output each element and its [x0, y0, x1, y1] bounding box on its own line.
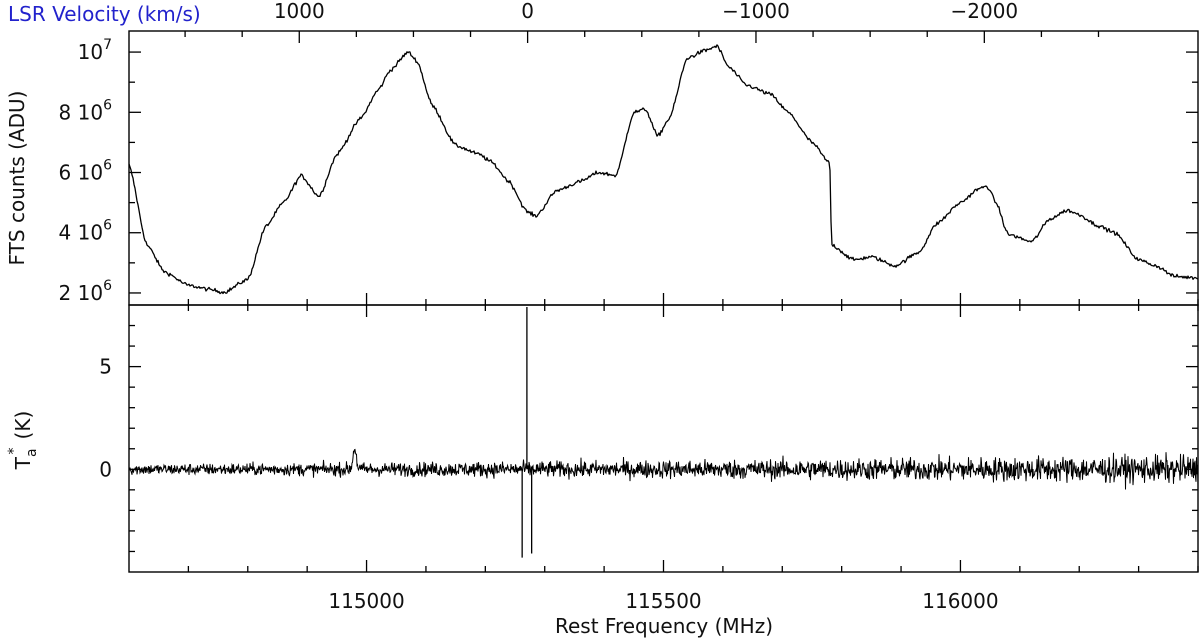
velocity-tick-label: −2000	[950, 0, 1018, 23]
bottom-x-tick-label: 115000	[328, 589, 404, 613]
top-y-tick-label: 8 106	[59, 97, 113, 124]
bottom-panel-frame	[128, 304, 1199, 573]
top-y-tick-label: 107	[78, 37, 112, 64]
top-panel: 1000 0 −1000 −2000 2 106 4 106 6 106 8 106 107	[59, 0, 1199, 306]
bottom-x-tick-label: 116000	[922, 589, 998, 613]
top-y-axis-title: FTS counts (ADU)	[5, 91, 29, 266]
bottom-panel: 115000 115500 116000 0 5	[99, 304, 1199, 613]
velocity-tick-label: −1000	[722, 0, 790, 23]
top-y-tick-label: 4 106	[59, 218, 113, 245]
top-axis-title: LSR Velocity (km/s)	[8, 2, 201, 26]
top-y-tick-label: 2 106	[59, 278, 113, 305]
top-y-tick-label: 6 106	[59, 158, 113, 185]
bottom-y-axis-title: Ta* (K)	[6, 411, 40, 471]
y-symbol: T	[11, 456, 35, 470]
top-panel-frame	[128, 30, 1199, 306]
bottom-x-tick-label: 115500	[625, 589, 701, 613]
x-axis-title: Rest Frequency (MHz)	[555, 614, 773, 638]
bottom-y-tick-label: 0	[99, 457, 112, 481]
y-subscript: a	[24, 448, 40, 457]
top-series-line	[128, 44, 1199, 295]
velocity-tick-label: 1000	[274, 0, 325, 23]
y-unit: (K)	[11, 411, 35, 440]
bottom-series-line	[128, 448, 1199, 490]
velocity-tick-label: 0	[521, 0, 534, 23]
bottom-y-tick-label: 5	[99, 355, 112, 379]
y-superscript: *	[6, 447, 22, 454]
